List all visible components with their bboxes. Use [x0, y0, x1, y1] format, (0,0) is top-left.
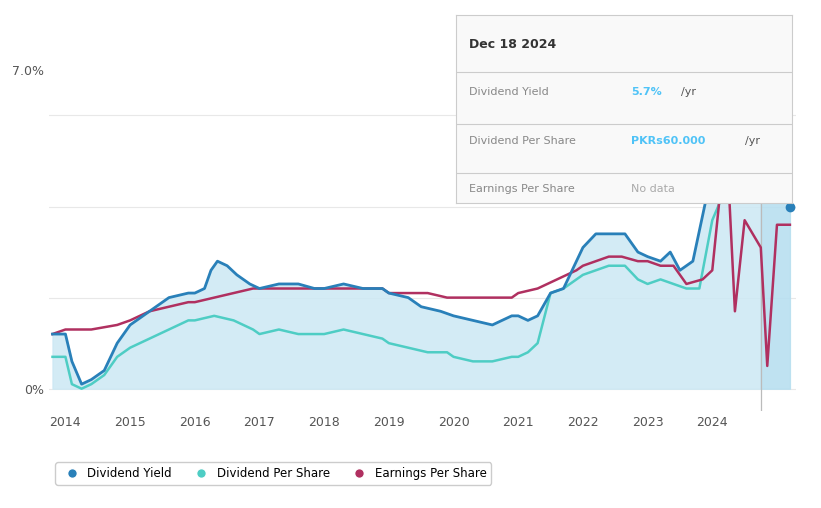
Text: Past: Past — [766, 56, 789, 66]
Text: No data: No data — [631, 184, 675, 195]
Text: /yr: /yr — [745, 136, 760, 145]
Legend: Dividend Yield, Dividend Per Share, Earnings Per Share: Dividend Yield, Dividend Per Share, Earn… — [55, 462, 491, 485]
Text: 5.7%: 5.7% — [631, 87, 662, 97]
Text: /yr: /yr — [681, 87, 696, 97]
Text: Dividend Per Share: Dividend Per Share — [469, 136, 576, 145]
Text: Dec 18 2024: Dec 18 2024 — [469, 38, 557, 51]
Text: Dividend Yield: Dividend Yield — [469, 87, 549, 97]
Text: PKRs60.000: PKRs60.000 — [631, 136, 705, 145]
Text: Earnings Per Share: Earnings Per Share — [469, 184, 575, 195]
